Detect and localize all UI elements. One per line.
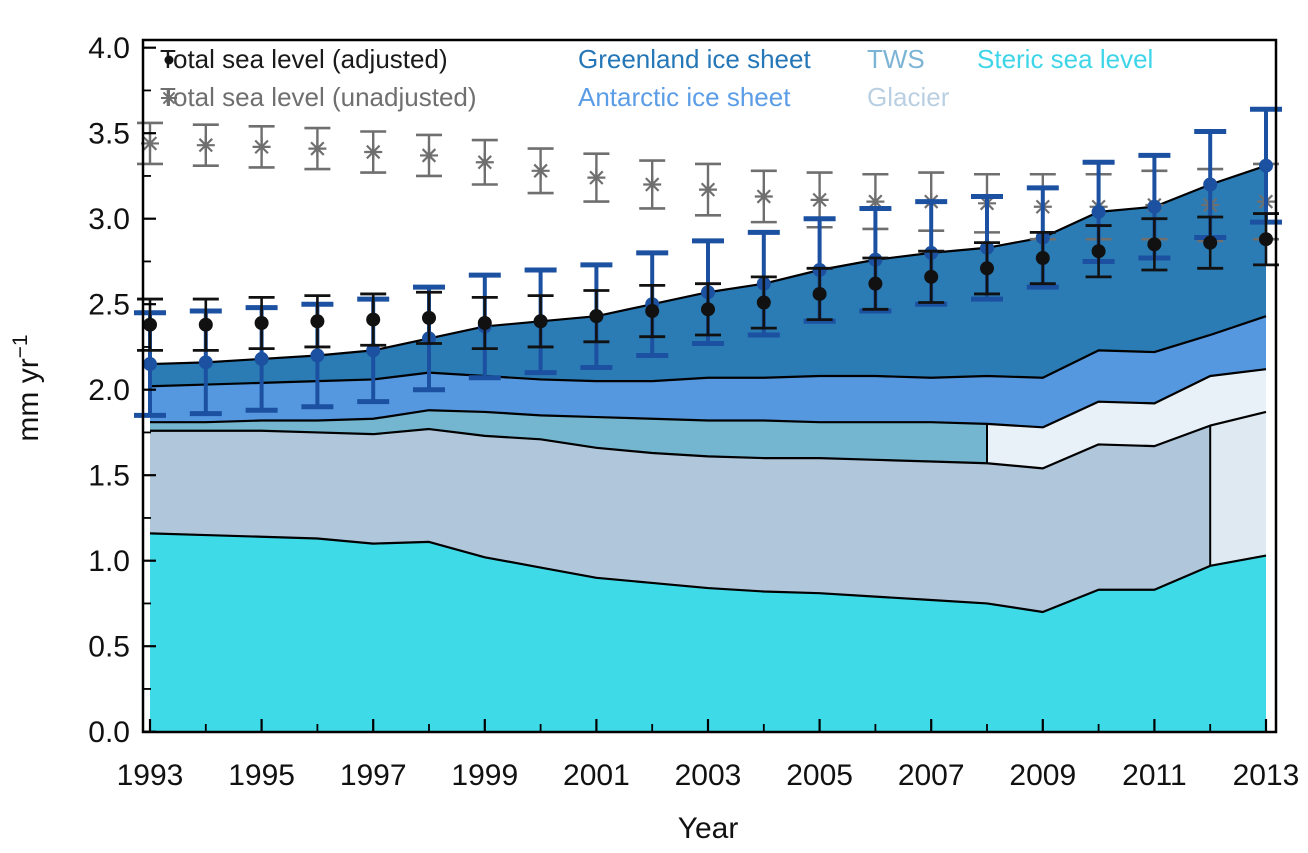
marker-unadjusted-1993 [141, 134, 159, 153]
layer-tws-recent [987, 369, 1266, 469]
marker-unadjusted-1997 [364, 143, 383, 162]
marker-adjusted-2005 [812, 286, 827, 301]
marker-adjusted-2013 [1259, 232, 1273, 247]
marker-unadjusted-2003 [699, 180, 717, 199]
legend-total-adjusted: Total sea level (adjusted) [160, 44, 448, 74]
x-axis-title: Year [678, 812, 739, 845]
marker-sum-2011 [1147, 199, 1162, 214]
x-tick-label-2011: 2011 [1122, 759, 1187, 792]
marker-adjusted-1998 [422, 310, 436, 325]
layer-glacier-recent [1210, 411, 1266, 566]
boundary-steric-sea-level [149, 532, 1267, 614]
x-tick-label-1993: 1993 [117, 759, 184, 792]
x-tick-label-2009: 2009 [1009, 759, 1076, 792]
y-tick-label-4.0: 4.0 [88, 32, 130, 65]
marker-sum-1993 [143, 357, 157, 372]
y-tick-label-1.0: 1.0 [88, 545, 130, 578]
marker-unadjusted-2002 [643, 175, 662, 194]
y-tick-label-0.0: 0.0 [88, 716, 130, 749]
legend-total-unadjusted-label: Total sea level (unadjusted) [160, 82, 477, 112]
x-tick-label-2013: 2013 [1233, 759, 1300, 792]
legend-glacier-label: Glacier [867, 82, 950, 112]
marker-adjusted-2008 [980, 261, 994, 276]
marker-adjusted-2001 [589, 309, 604, 324]
y-axis-title: mm yr−1 [9, 334, 45, 441]
y-tick-label-3.0: 3.0 [88, 203, 130, 236]
marker-adjusted-1994 [198, 317, 213, 332]
marker-adjusted-1993 [143, 317, 157, 332]
marker-adjusted-1997 [366, 312, 381, 327]
marker-unadjusted-1999 [475, 153, 494, 172]
marker-adjusted-2012 [1203, 235, 1218, 250]
y-tick-label-0.5: 0.5 [88, 631, 130, 664]
marker-sum-2012 [1203, 177, 1218, 192]
layer-glacier [150, 425, 1211, 612]
x-tick-label-2005: 2005 [786, 759, 853, 792]
legend-antarctic-label: Antarctic ice sheet [578, 82, 791, 112]
x-tick-label-1995: 1995 [228, 759, 295, 792]
legend-tws: TWS [867, 44, 925, 74]
layer-tws [150, 410, 987, 464]
x-tick-label-1997: 1997 [340, 759, 407, 792]
legend-steric-label: Steric sea level [977, 44, 1154, 74]
marker-unadjusted-2004 [754, 187, 773, 206]
marker-adjusted-1996 [310, 314, 325, 329]
marker-sum-1994 [198, 355, 213, 370]
legend-total-adjusted-label: Total sea level (adjusted) [160, 44, 448, 74]
marker-unadjusted-2001 [587, 168, 606, 187]
marker-adjusted-2002 [645, 304, 660, 319]
legend-tws-label: TWS [867, 44, 925, 74]
layer-antarctic-ice-sheet [150, 316, 1266, 428]
marker-sum-1995 [254, 351, 269, 366]
marker-unadjusted-2000 [531, 161, 550, 180]
marker-unadjusted-1996 [308, 139, 327, 158]
marker-adjusted-2003 [701, 302, 715, 317]
marker-adjusted-2009 [1035, 251, 1050, 266]
legend-greenland-label: Greenland ice sheet [578, 44, 811, 74]
marker-unadjusted-1994 [196, 136, 215, 155]
marker-unadjusted-2005 [810, 190, 829, 209]
legend-glacier: Glacier [867, 82, 949, 112]
marker-adjusted-2007 [924, 269, 939, 284]
marker-adjusted-2000 [533, 314, 548, 329]
marker-adjusted-2011 [1147, 237, 1162, 252]
y-tick-label-3.5: 3.5 [88, 118, 130, 151]
legend-greenland: Greenland ice sheet [578, 44, 811, 74]
marker-adjusted-2010 [1091, 244, 1106, 259]
y-tick-label-2.0: 2.0 [88, 374, 130, 407]
layer-steric-sea-level [150, 533, 1266, 732]
marker-adjusted-2004 [756, 295, 771, 310]
x-tick-label-2007: 2007 [898, 759, 965, 792]
x-tick-label-2003: 2003 [675, 759, 742, 792]
marker-adjusted-2006 [868, 276, 883, 291]
boundary-tws [150, 368, 1267, 429]
legend-total-unadjusted: Total sea level (unadjusted) [160, 82, 477, 112]
marker-sum-1996 [310, 348, 325, 363]
marker-sum-2010 [1091, 204, 1106, 219]
layer-greenland-ice-sheet [150, 165, 1266, 387]
boundary-glacier [150, 410, 1267, 470]
legend-antarctic: Antarctic ice sheet [578, 82, 790, 112]
marker-unadjusted-1998 [420, 146, 438, 165]
marker-unadjusted-1995 [252, 137, 271, 156]
x-tick-label-1999: 1999 [451, 759, 518, 792]
legend-steric: Steric sea level [977, 44, 1153, 74]
asterisk-marker-icon [161, 90, 177, 106]
boundary-antarctic-ice-sheet [149, 315, 1267, 388]
marker-adjusted-1995 [254, 316, 269, 331]
marker-sum-1997 [366, 343, 381, 358]
x-tick-label-2001: 2001 [563, 759, 630, 792]
y-tick-label-2.5: 2.5 [88, 289, 130, 322]
plot-frame [141, 38, 1278, 734]
marker-sum-2013 [1259, 158, 1273, 173]
y-tick-label-1.5: 1.5 [88, 460, 130, 493]
dot-marker-icon [164, 55, 174, 65]
marker-unadjusted-2006 [866, 192, 885, 211]
marker-adjusted-1999 [477, 316, 492, 331]
